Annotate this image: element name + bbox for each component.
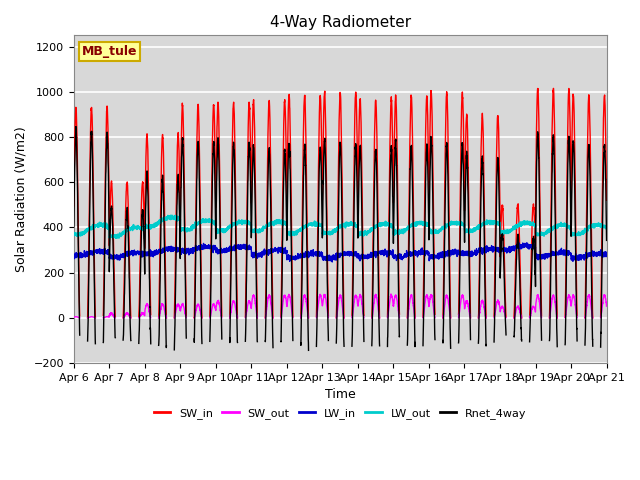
- Y-axis label: Solar Radiation (W/m2): Solar Radiation (W/m2): [15, 126, 28, 272]
- Legend: SW_in, SW_out, LW_in, LW_out, Rnet_4way: SW_in, SW_out, LW_in, LW_out, Rnet_4way: [149, 403, 531, 423]
- Text: MB_tule: MB_tule: [82, 45, 137, 58]
- X-axis label: Time: Time: [324, 388, 356, 401]
- Title: 4-Way Radiometer: 4-Way Radiometer: [269, 15, 411, 30]
